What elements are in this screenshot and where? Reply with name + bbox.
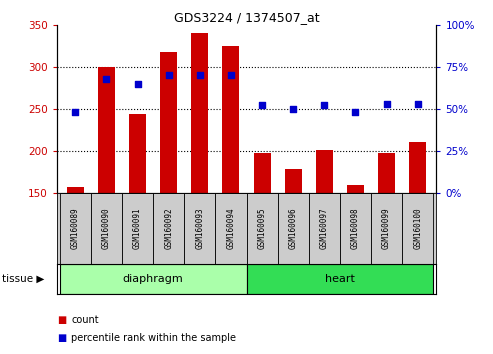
Bar xyxy=(98,67,115,193)
Point xyxy=(289,106,297,112)
Bar xyxy=(67,187,84,193)
Bar xyxy=(340,193,371,264)
Text: GSM160089: GSM160089 xyxy=(71,207,80,249)
Text: GSM160091: GSM160091 xyxy=(133,207,142,249)
Text: diaphragm: diaphragm xyxy=(123,274,183,284)
Bar xyxy=(222,46,240,193)
Bar xyxy=(246,264,433,294)
Text: GSM160095: GSM160095 xyxy=(257,207,267,249)
Text: heart: heart xyxy=(325,274,355,284)
Text: GSM160099: GSM160099 xyxy=(382,207,391,249)
Point xyxy=(227,72,235,78)
Text: GSM160097: GSM160097 xyxy=(320,207,329,249)
Bar xyxy=(129,114,146,193)
Point xyxy=(352,109,359,115)
Bar xyxy=(246,193,278,264)
Bar xyxy=(91,193,122,264)
Bar xyxy=(253,153,271,193)
Bar xyxy=(284,170,302,193)
Text: percentile rank within the sample: percentile rank within the sample xyxy=(71,333,237,343)
Point xyxy=(320,103,328,108)
Title: GDS3224 / 1374507_at: GDS3224 / 1374507_at xyxy=(174,11,319,24)
Bar xyxy=(347,184,364,193)
Point xyxy=(103,76,110,81)
Point xyxy=(165,72,173,78)
Point xyxy=(258,103,266,108)
Text: GSM160093: GSM160093 xyxy=(195,207,204,249)
Bar xyxy=(153,193,184,264)
Bar xyxy=(184,193,215,264)
Bar xyxy=(122,193,153,264)
Point xyxy=(414,101,422,107)
Bar xyxy=(160,52,177,193)
Point xyxy=(383,101,390,107)
Bar xyxy=(60,264,246,294)
Text: count: count xyxy=(71,315,99,325)
Text: tissue ▶: tissue ▶ xyxy=(2,274,45,284)
Point xyxy=(71,109,79,115)
Bar xyxy=(191,33,209,193)
Text: GSM160100: GSM160100 xyxy=(413,207,422,249)
Bar xyxy=(60,193,91,264)
Bar xyxy=(316,150,333,193)
Text: GSM160096: GSM160096 xyxy=(289,207,298,249)
Text: GSM160090: GSM160090 xyxy=(102,207,111,249)
Bar xyxy=(378,153,395,193)
Bar xyxy=(309,193,340,264)
Bar xyxy=(409,142,426,193)
Bar xyxy=(215,193,246,264)
Text: GSM160098: GSM160098 xyxy=(351,207,360,249)
Point xyxy=(134,81,141,86)
Text: GSM160094: GSM160094 xyxy=(226,207,236,249)
Bar xyxy=(402,193,433,264)
Text: ■: ■ xyxy=(57,315,66,325)
Bar xyxy=(371,193,402,264)
Bar xyxy=(278,193,309,264)
Point xyxy=(196,72,204,78)
Text: GSM160092: GSM160092 xyxy=(164,207,173,249)
Text: ■: ■ xyxy=(57,333,66,343)
